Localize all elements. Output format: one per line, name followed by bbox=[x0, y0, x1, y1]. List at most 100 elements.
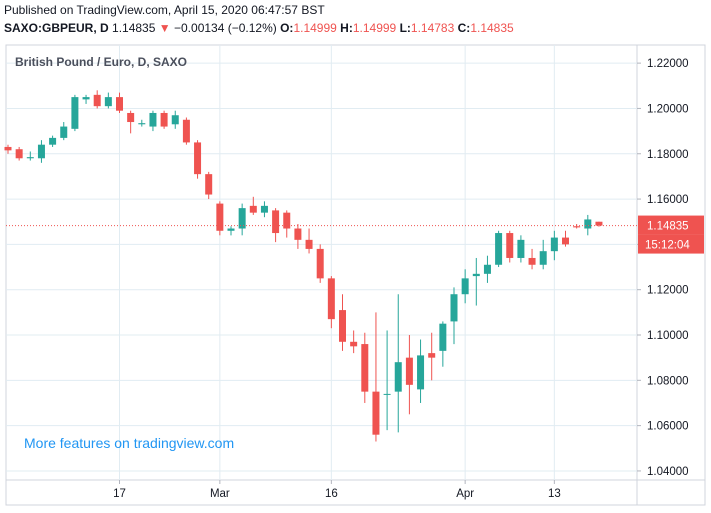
time-tick-label: 16 bbox=[325, 488, 338, 500]
candle bbox=[205, 171, 213, 200]
candle bbox=[316, 244, 324, 283]
candle-body bbox=[372, 391, 380, 435]
candle-body bbox=[428, 353, 436, 358]
candle-body bbox=[405, 357, 413, 385]
open-label: O: bbox=[280, 21, 294, 35]
time-axis[interactable]: 17 Mar 16 Apr 13 bbox=[113, 480, 561, 500]
candle bbox=[584, 214, 592, 236]
price-labels: 1.14835 15:12:04 bbox=[6, 215, 704, 254]
candle bbox=[149, 110, 157, 132]
candle-body bbox=[506, 233, 514, 258]
candle bbox=[517, 235, 525, 263]
symbol-label: SAXO:GBPEUR, D bbox=[4, 21, 109, 35]
candle bbox=[483, 255, 491, 283]
candle-body bbox=[595, 221, 603, 226]
candle-body bbox=[116, 97, 123, 111]
candle bbox=[506, 230, 514, 263]
time-tick-label: 13 bbox=[548, 488, 561, 500]
candle bbox=[339, 294, 346, 351]
candle-body bbox=[483, 264, 491, 274]
candle-body bbox=[350, 341, 358, 347]
high-label: H: bbox=[340, 21, 353, 35]
candle bbox=[472, 257, 480, 306]
tradingview-watermark-link[interactable]: More features on tradingview.com bbox=[24, 435, 234, 451]
candle bbox=[272, 208, 280, 243]
candle bbox=[327, 276, 335, 329]
close-value: 1.14835 bbox=[470, 21, 514, 35]
candle-body bbox=[305, 239, 313, 249]
candle-body bbox=[82, 97, 90, 100]
candle-body bbox=[272, 210, 280, 234]
candle bbox=[350, 330, 358, 354]
candle-body bbox=[15, 149, 23, 159]
candle bbox=[562, 230, 569, 247]
time-tick-label: Mar bbox=[210, 488, 230, 500]
candle bbox=[260, 201, 268, 218]
candle bbox=[539, 239, 547, 270]
ohlc-line: SAXO:GBPEUR, D 1.14835 ▼ −0.00134 (−0.12… bbox=[4, 21, 514, 35]
candle bbox=[394, 294, 402, 433]
candle bbox=[294, 223, 302, 249]
price-tick-label: 1.20000 bbox=[647, 103, 689, 115]
candle bbox=[305, 228, 313, 254]
candle-body bbox=[550, 237, 558, 252]
candle-body bbox=[37, 144, 45, 159]
candle bbox=[461, 269, 469, 304]
last-price-badge bbox=[638, 215, 704, 235]
candle-body bbox=[584, 219, 592, 229]
candle bbox=[194, 140, 202, 179]
candle-body bbox=[127, 112, 135, 123]
price-tick-label: 1.22000 bbox=[647, 58, 689, 70]
price-tick-label: 1.10000 bbox=[647, 330, 689, 342]
candle-body bbox=[361, 344, 369, 392]
candle bbox=[573, 223, 581, 229]
candle bbox=[238, 203, 246, 236]
candle bbox=[428, 332, 436, 381]
candle-body bbox=[4, 146, 12, 151]
countdown-label: 15:12:04 bbox=[645, 240, 690, 252]
last-value: 1.14835 bbox=[112, 21, 156, 35]
open-value: 1.14999 bbox=[293, 21, 337, 35]
candle-body bbox=[60, 126, 68, 138]
candle-series bbox=[4, 90, 603, 442]
candle-body bbox=[249, 205, 257, 213]
candle bbox=[71, 94, 79, 132]
candle-body bbox=[461, 278, 469, 295]
candle-body bbox=[495, 233, 503, 265]
candle bbox=[49, 135, 57, 147]
price-axis[interactable]: 1.220001.200001.180001.160001.140001.120… bbox=[637, 58, 689, 478]
candle-body bbox=[26, 157, 34, 159]
candle-body bbox=[138, 123, 146, 125]
candle bbox=[439, 321, 447, 367]
candle bbox=[283, 210, 291, 238]
candle bbox=[417, 339, 425, 403]
candle bbox=[249, 196, 257, 215]
candle-body bbox=[205, 174, 213, 195]
candle bbox=[372, 312, 380, 442]
price-tick-label: 1.18000 bbox=[647, 149, 689, 161]
candle-body bbox=[539, 251, 547, 265]
candle bbox=[60, 122, 68, 141]
candle-body bbox=[528, 257, 536, 265]
candle bbox=[4, 144, 12, 154]
last-price-label: 1.14835 bbox=[647, 221, 689, 233]
candle-body bbox=[227, 228, 235, 231]
candle-body bbox=[171, 115, 179, 125]
candle bbox=[227, 226, 235, 236]
candle bbox=[595, 221, 603, 227]
candle-body bbox=[71, 97, 79, 129]
candle-body bbox=[394, 362, 402, 392]
candle bbox=[550, 230, 558, 261]
candle-body bbox=[450, 294, 458, 322]
candle bbox=[216, 201, 224, 236]
grid-lines bbox=[6, 45, 637, 480]
down-arrow-icon: ▼ bbox=[158, 21, 171, 35]
candle bbox=[93, 90, 101, 109]
candle-body bbox=[327, 278, 335, 320]
published-line: Published on TradingView.com, April 15, … bbox=[4, 3, 325, 17]
candle-body bbox=[182, 119, 190, 143]
candle bbox=[116, 92, 123, 113]
candle bbox=[528, 248, 536, 270]
candle-body bbox=[160, 112, 168, 127]
